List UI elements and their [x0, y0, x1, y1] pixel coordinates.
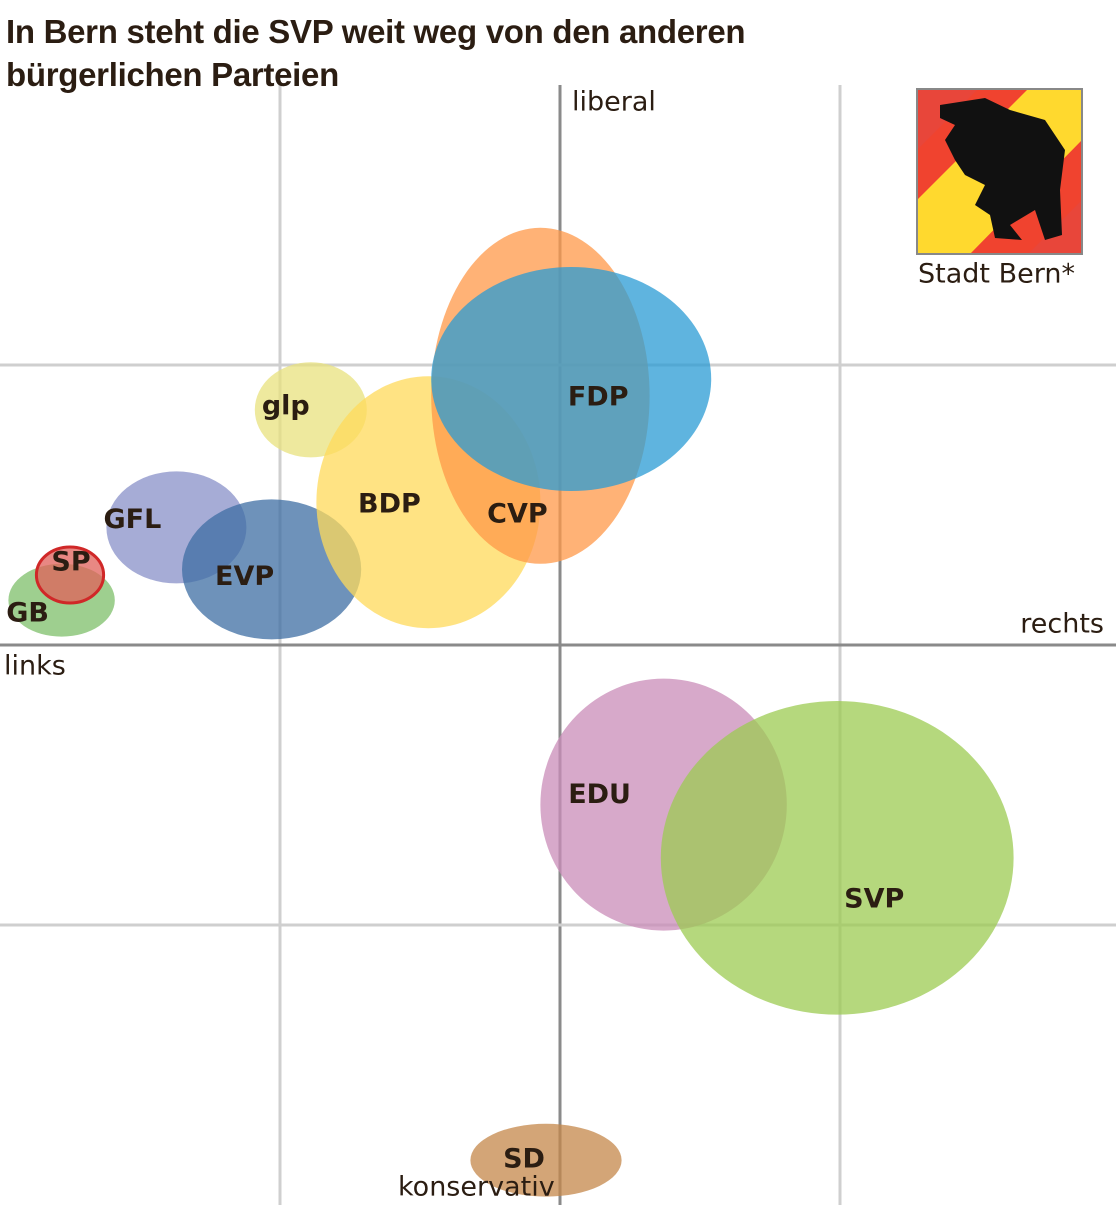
- party-label: GB: [6, 598, 49, 629]
- party-ellipse: [182, 499, 362, 640]
- flag-caption: Stadt Bern*: [918, 259, 1075, 290]
- party-ellipse: [431, 267, 712, 491]
- ellipses: [8, 227, 1014, 1197]
- party-label: FDP: [568, 382, 629, 413]
- flag: [916, 88, 1083, 255]
- x-label-right: rechts: [1020, 609, 1104, 640]
- party-label: SD: [503, 1144, 545, 1175]
- party-label: CVP: [487, 498, 548, 529]
- x-label-left: links: [4, 651, 66, 682]
- party-label: EVP: [215, 561, 274, 592]
- party-ellipse: [34, 545, 106, 605]
- chart-title: In Bern steht die SVP weit weg von den a…: [6, 13, 746, 93]
- party-label: SP: [51, 547, 90, 578]
- party-ellipse: [470, 1123, 622, 1197]
- party-label: SVP: [844, 883, 904, 914]
- party-label: BDP: [358, 489, 421, 520]
- flag-bear: [940, 98, 1065, 240]
- flag-border: [916, 88, 1083, 255]
- y-label-bottom: konservativ: [398, 1172, 555, 1203]
- party-ellipse: [660, 701, 1014, 1015]
- party-label: glp: [262, 390, 310, 421]
- party-label: EDU: [568, 779, 631, 810]
- party-label: GFL: [103, 504, 161, 535]
- y-label-top: liberal: [572, 87, 656, 118]
